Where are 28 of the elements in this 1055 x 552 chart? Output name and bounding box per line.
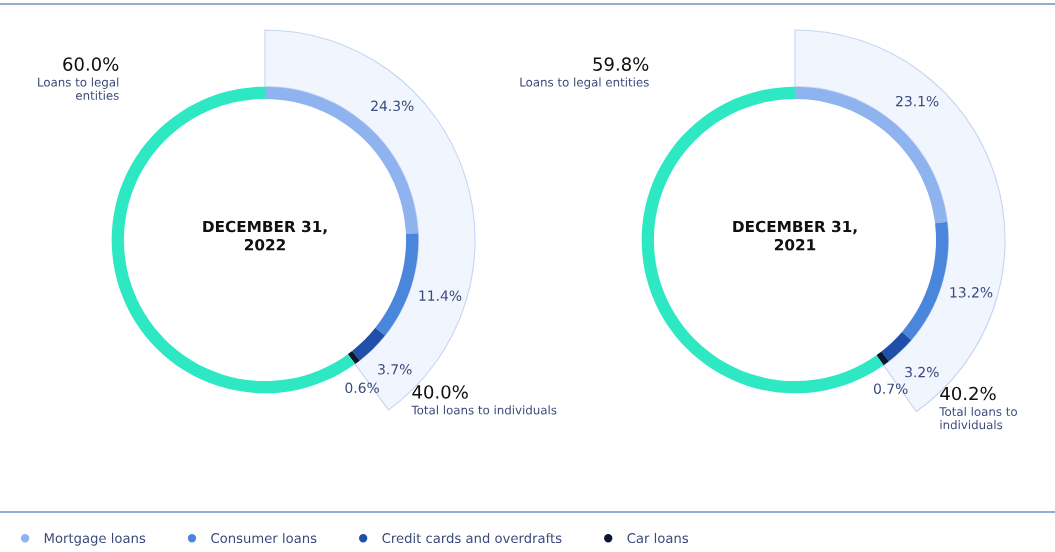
- text: DECEMBER 31, 2021: [733, 220, 857, 251]
- data-label: 11.4%: [419, 290, 462, 301]
- donut-slice: [347, 350, 360, 365]
- data-label: 3.7%: [378, 364, 412, 375]
- slice-label: Loans to legal entities: [520, 77, 649, 89]
- data-label: 0.7%: [873, 383, 908, 394]
- legend-label: Mortgage loans: [44, 532, 146, 546]
- donut-slice: [876, 351, 889, 366]
- donut-slice: [352, 327, 385, 361]
- slice-label: Loans to legal entities: [38, 77, 119, 100]
- data-label: 24.3%: [371, 100, 414, 112]
- donut-slice: [901, 221, 949, 340]
- text: 40.0%: [412, 385, 468, 399]
- legend-label: Car loans: [627, 532, 689, 544]
- data-label: 13.2%: [950, 287, 993, 298]
- legend-label: Consumer loans: [211, 532, 317, 544]
- data-label: 59.8%: [593, 57, 649, 71]
- text: 40.2%: [940, 386, 996, 401]
- text: Total loans to individuals: [939, 406, 1017, 430]
- text: Total loans to individuals: [411, 405, 557, 415]
- legend-label: Credit cards and overdrafts: [382, 532, 562, 544]
- donut-slice: [881, 331, 912, 362]
- data-label: 0.6%: [345, 382, 379, 394]
- data-label: 60.0%: [63, 57, 119, 71]
- donut-slice: [375, 233, 419, 336]
- text: DECEMBER 31, 2022: [203, 220, 327, 251]
- data-label: 23.1%: [896, 95, 939, 107]
- data-label: 3.2%: [905, 366, 939, 378]
